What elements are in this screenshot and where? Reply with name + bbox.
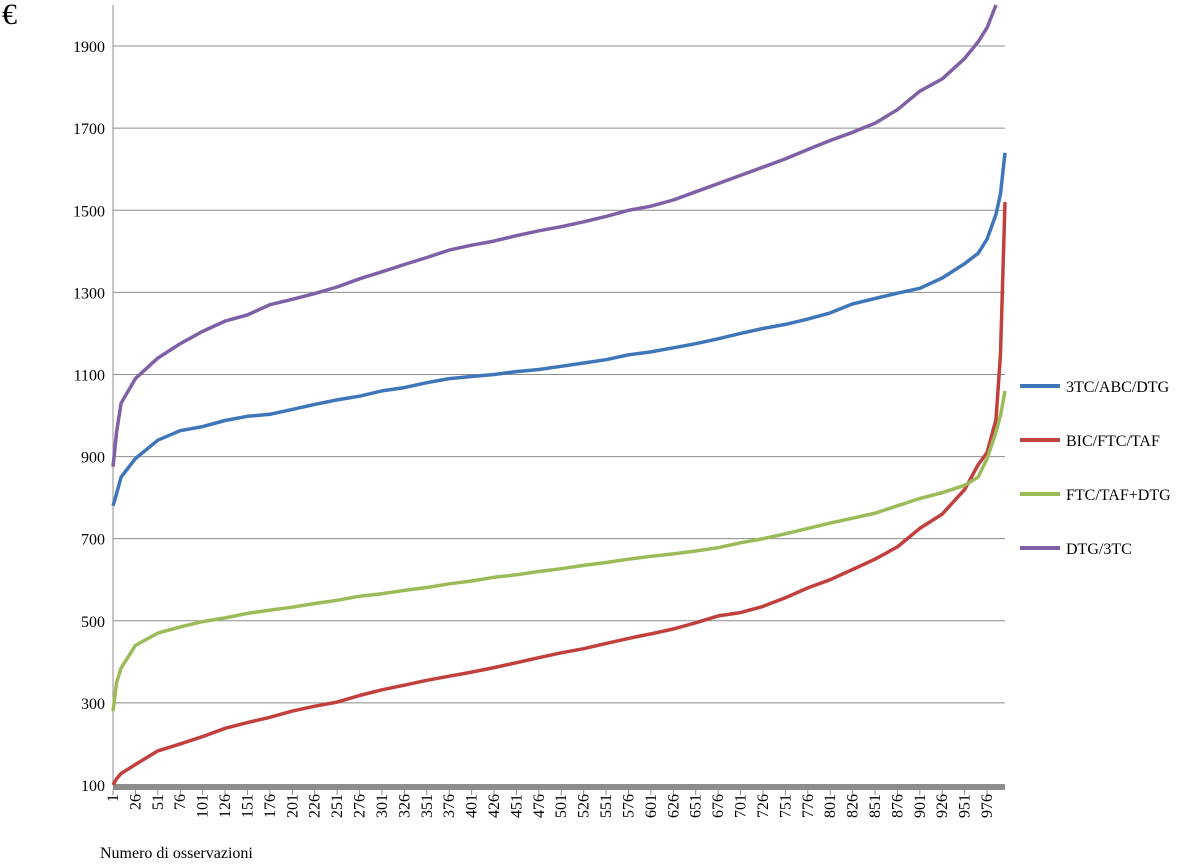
x-tick-label: 251 (329, 794, 346, 818)
x-tick-label: 476 (531, 794, 548, 818)
x-tick-label: 526 (576, 794, 593, 818)
x-tick-label: 726 (755, 794, 772, 818)
x-tick-label: 826 (845, 794, 862, 818)
y-tick-label: 300 (81, 696, 105, 713)
line-series (111, 4, 998, 467)
x-tick-label: 651 (688, 794, 705, 818)
y-tick-label: 100 (81, 778, 105, 795)
y-tick-label: 500 (81, 614, 105, 631)
x-tick-label: 676 (710, 794, 727, 818)
x-tick-label: 76 (172, 794, 189, 810)
legend-label: DTG/3TC (1066, 541, 1132, 558)
x-tick-label: 901 (912, 794, 929, 818)
x-tick-label: 401 (464, 794, 481, 818)
x-tick-label: 876 (889, 794, 906, 818)
x-tick-label: 976 (979, 794, 996, 818)
y-tick-label: 1900 (73, 39, 105, 56)
x-tick-label: 26 (127, 794, 144, 810)
x-tick-label: 201 (284, 794, 301, 818)
x-tick-label: 126 (217, 794, 234, 818)
x-tick-label: 626 (665, 794, 682, 818)
x-tick-label: 851 (867, 794, 884, 818)
x-tick-label: 376 (441, 794, 458, 818)
x-tick-label: 551 (598, 794, 615, 818)
y-tick-label: 1500 (73, 203, 105, 220)
line-series (111, 152, 1007, 507)
x-tick-label: 801 (822, 794, 839, 818)
x-tick-label: 326 (396, 794, 413, 818)
x-tick-label: 426 (486, 794, 503, 818)
x-tick-label: 576 (620, 794, 637, 818)
x-tick-label: 51 (150, 794, 167, 810)
x-tick-label: 951 (957, 794, 974, 818)
legend-label: BIC/FTC/TAF (1066, 433, 1160, 450)
x-tick-label: 351 (419, 794, 436, 818)
y-tick-label: 1100 (74, 367, 105, 384)
y-tick-label: 700 (81, 532, 105, 549)
line-series (111, 202, 1007, 786)
legend-label: 3TC/ABC/DTG (1066, 379, 1170, 396)
x-tick-label: 776 (800, 794, 817, 818)
x-tick-label: 701 (733, 794, 750, 818)
x-tick-label: 451 (508, 794, 525, 818)
line-series (111, 390, 1007, 712)
legend-label: FTC/TAF+DTG (1066, 487, 1171, 504)
x-tick-label: 176 (262, 794, 279, 818)
x-tick-label: 601 (643, 794, 660, 818)
x-tick-label: 226 (307, 794, 324, 818)
x-tick-label: 276 (352, 794, 369, 818)
x-tick-label: 926 (934, 794, 951, 818)
x-tick-label: 501 (553, 794, 570, 818)
x-tick-label: 1 (105, 794, 122, 802)
x-tick-label: 151 (239, 794, 256, 818)
x-tick-label: 101 (195, 794, 212, 818)
x-axis (113, 784, 1005, 790)
x-tick-label: 751 (777, 794, 794, 818)
y-axis-label: € (2, 0, 17, 31)
y-tick-label: 1300 (73, 285, 105, 302)
y-tick-label: 900 (81, 450, 105, 467)
x-tick-label: 301 (374, 794, 391, 818)
x-axis-label: Numero di osservazioni (100, 845, 253, 862)
y-tick-label: 1700 (73, 121, 105, 138)
